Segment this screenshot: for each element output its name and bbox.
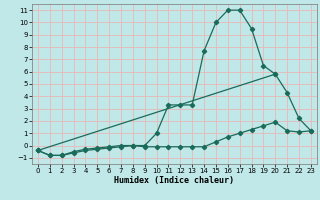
X-axis label: Humidex (Indice chaleur): Humidex (Indice chaleur) <box>115 176 234 185</box>
